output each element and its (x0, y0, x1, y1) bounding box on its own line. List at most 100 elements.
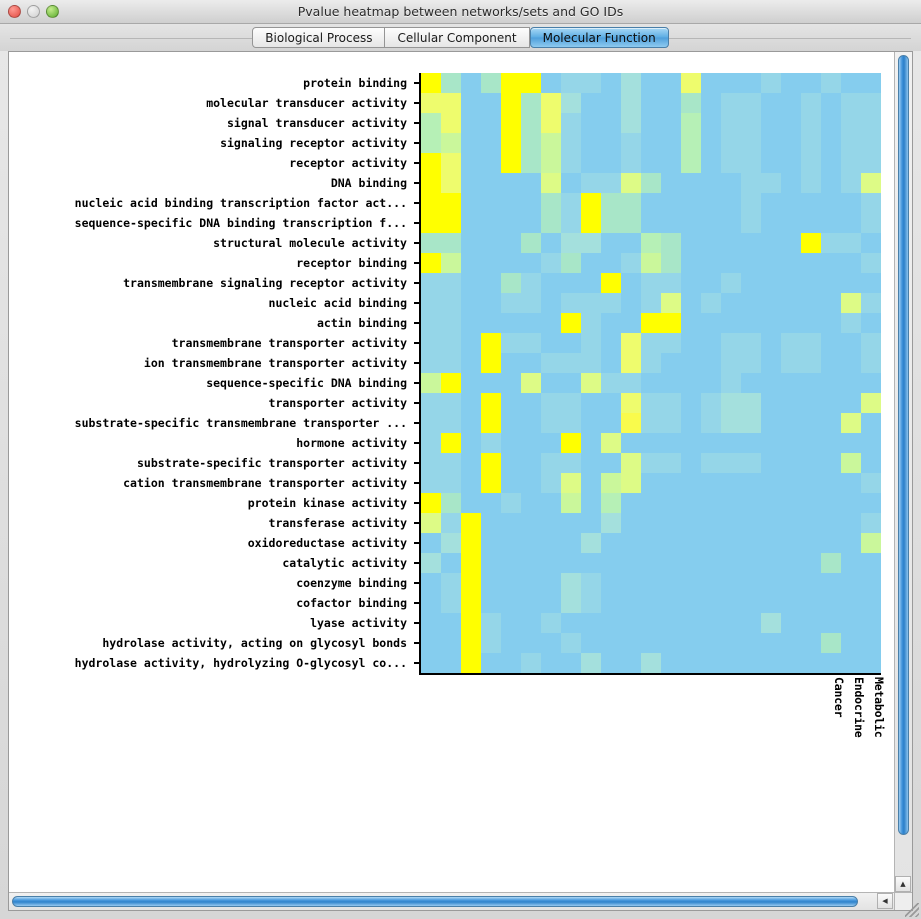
heatmap-cell[interactable] (541, 193, 561, 213)
heatmap-cell[interactable] (781, 633, 801, 653)
heatmap-cell[interactable] (701, 173, 721, 193)
heatmap-cell[interactable] (541, 473, 561, 493)
heatmap-cell[interactable] (841, 273, 861, 293)
heatmap-cell[interactable] (621, 573, 641, 593)
heatmap-cell[interactable] (721, 173, 741, 193)
heatmap-cell[interactable] (641, 473, 661, 493)
heatmap-cell[interactable] (741, 633, 761, 653)
heatmap-cell[interactable] (461, 93, 481, 113)
heatmap-cell[interactable] (461, 633, 481, 653)
heatmap-cell[interactable] (441, 653, 461, 673)
heatmap-cell[interactable] (481, 613, 501, 633)
heatmap-cell[interactable] (561, 173, 581, 193)
heatmap-cell[interactable] (581, 213, 601, 233)
heatmap-cell[interactable] (801, 293, 821, 313)
heatmap-cell[interactable] (721, 493, 741, 513)
heatmap-cell[interactable] (701, 493, 721, 513)
heatmap-cell[interactable] (641, 293, 661, 313)
heatmap-cell[interactable] (481, 553, 501, 573)
heatmap-cell[interactable] (621, 313, 641, 333)
heatmap-cell[interactable] (521, 293, 541, 313)
heatmap-cell[interactable] (821, 573, 841, 593)
heatmap-cell[interactable] (601, 533, 621, 553)
heatmap-cell[interactable] (601, 193, 621, 213)
horizontal-scrollbar-thumb[interactable] (12, 896, 858, 907)
heatmap-cell[interactable] (821, 613, 841, 633)
heatmap-cell[interactable] (661, 613, 681, 633)
heatmap-grid[interactable] (419, 73, 881, 675)
heatmap-cell[interactable] (621, 173, 641, 193)
heatmap-cell[interactable] (601, 313, 621, 333)
heatmap-cell[interactable] (681, 133, 701, 153)
heatmap-cell[interactable] (661, 453, 681, 473)
heatmap-cell[interactable] (781, 173, 801, 193)
heatmap-cell[interactable] (821, 373, 841, 393)
heatmap-cell[interactable] (561, 253, 581, 273)
heatmap-cell[interactable] (721, 93, 741, 113)
heatmap-cell[interactable] (641, 633, 661, 653)
heatmap-cell[interactable] (601, 473, 621, 493)
heatmap-cell[interactable] (561, 233, 581, 253)
heatmap-cell[interactable] (821, 213, 841, 233)
heatmap-cell[interactable] (841, 573, 861, 593)
heatmap-cell[interactable] (521, 633, 541, 653)
heatmap-cell[interactable] (481, 353, 501, 373)
heatmap-cell[interactable] (781, 513, 801, 533)
heatmap-cell[interactable] (701, 213, 721, 233)
heatmap-cell[interactable] (721, 73, 741, 93)
heatmap-cell[interactable] (521, 93, 541, 113)
heatmap-cell[interactable] (781, 653, 801, 673)
heatmap-cell[interactable] (861, 473, 881, 493)
heatmap-cell[interactable] (701, 473, 721, 493)
heatmap-cell[interactable] (701, 353, 721, 373)
heatmap-cell[interactable] (461, 393, 481, 413)
heatmap-cell[interactable] (621, 413, 641, 433)
heatmap-cell[interactable] (461, 193, 481, 213)
heatmap-cell[interactable] (781, 273, 801, 293)
tab-cellular-component[interactable]: Cellular Component (385, 27, 530, 48)
heatmap-cell[interactable] (821, 93, 841, 113)
heatmap-cell[interactable] (701, 593, 721, 613)
heatmap-cell[interactable] (701, 193, 721, 213)
heatmap-cell[interactable] (761, 533, 781, 553)
heatmap-cell[interactable] (761, 113, 781, 133)
heatmap-cell[interactable] (861, 493, 881, 513)
heatmap-cell[interactable] (481, 113, 501, 133)
heatmap-cell[interactable] (561, 353, 581, 373)
heatmap-cell[interactable] (441, 593, 461, 613)
heatmap-cell[interactable] (421, 233, 441, 253)
heatmap-cell[interactable] (781, 613, 801, 633)
heatmap-cell[interactable] (521, 453, 541, 473)
heatmap-cell[interactable] (721, 613, 741, 633)
heatmap-cell[interactable] (421, 433, 441, 453)
heatmap-cell[interactable] (441, 273, 461, 293)
heatmap-cell[interactable] (521, 73, 541, 93)
heatmap-cell[interactable] (821, 553, 841, 573)
heatmap-cell[interactable] (661, 553, 681, 573)
heatmap-cell[interactable] (721, 573, 741, 593)
heatmap-cell[interactable] (661, 633, 681, 653)
heatmap-cell[interactable] (681, 253, 701, 273)
heatmap-cell[interactable] (761, 413, 781, 433)
heatmap-cell[interactable] (641, 73, 661, 93)
heatmap-cell[interactable] (421, 593, 441, 613)
heatmap-cell[interactable] (581, 153, 601, 173)
heatmap-cell[interactable] (761, 273, 781, 293)
heatmap-cell[interactable] (721, 133, 741, 153)
heatmap-cell[interactable] (441, 133, 461, 153)
heatmap-cell[interactable] (461, 473, 481, 493)
heatmap-cell[interactable] (681, 73, 701, 93)
heatmap-cell[interactable] (741, 73, 761, 93)
heatmap-cell[interactable] (581, 433, 601, 453)
heatmap-cell[interactable] (801, 533, 821, 553)
heatmap-cell[interactable] (861, 413, 881, 433)
heatmap-cell[interactable] (681, 313, 701, 333)
heatmap-cell[interactable] (461, 493, 481, 513)
heatmap-cell[interactable] (821, 593, 841, 613)
heatmap-cell[interactable] (661, 533, 681, 553)
heatmap-cell[interactable] (441, 253, 461, 273)
heatmap-cell[interactable] (721, 453, 741, 473)
heatmap-cell[interactable] (861, 433, 881, 453)
heatmap-cell[interactable] (501, 413, 521, 433)
heatmap-cell[interactable] (721, 293, 741, 313)
